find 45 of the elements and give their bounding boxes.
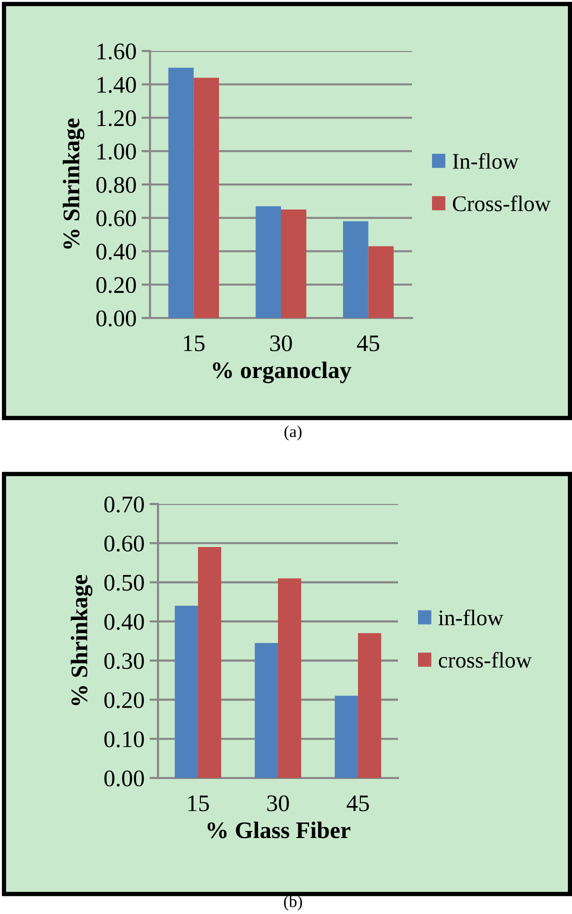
- y-tick-label: 0.40: [104, 614, 144, 630]
- y-axis-title: % Shrinkage: [62, 118, 84, 249]
- x-axis-title: % Glass Fiber: [208, 822, 350, 838]
- bar: [168, 68, 194, 318]
- y-tick-label: 0.30: [104, 653, 144, 670]
- y-tick-label: 1.00: [98, 144, 136, 160]
- bar: [194, 78, 219, 318]
- bar: [198, 547, 222, 778]
- bar: [368, 246, 394, 318]
- x-tick-label: 30: [270, 335, 292, 352]
- y-tick-label: 0.80: [96, 176, 136, 194]
- legend-label: In-flow: [452, 153, 519, 169]
- bar: [281, 210, 306, 318]
- y-axis-title: % Shrinkage: [70, 575, 92, 706]
- legend-label: cross-flow: [438, 652, 532, 668]
- legend-label: in-flow: [438, 610, 504, 626]
- y-tick-label: 0.60: [96, 210, 136, 226]
- y-tick-label: 0.50: [104, 574, 144, 591]
- y-tick-label: 1.20: [98, 110, 136, 126]
- text: (a): [284, 425, 302, 441]
- text: (b): [284, 895, 302, 911]
- bar: [334, 696, 358, 778]
- bar: [358, 633, 382, 778]
- bar: [174, 606, 198, 778]
- y-tick-label: 0.60: [104, 536, 144, 552]
- y-tick-label: 0.00: [104, 770, 144, 787]
- y-tick-label: 0.40: [96, 244, 136, 260]
- bar: [254, 642, 278, 778]
- y-tick-label: 0.70: [104, 496, 144, 513]
- legend-label: Cross-flow: [452, 195, 551, 212]
- x-tick-label: 15: [188, 795, 209, 812]
- y-tick-label: 0.20: [96, 277, 136, 294]
- x-tick-label: 45: [346, 796, 369, 812]
- y-tick-label: 0.00: [96, 310, 136, 327]
- y-tick-label: 1.40: [98, 76, 136, 93]
- x-tick-label: 45: [356, 336, 380, 352]
- x-tick-label: 15: [184, 335, 205, 352]
- x-axis-title: % organoclay: [212, 362, 352, 384]
- x-tick-label: 30: [267, 795, 289, 812]
- y-tick-label: 1.60: [98, 43, 136, 60]
- bar: [343, 221, 368, 318]
- bar: [256, 206, 281, 318]
- y-tick-label: 0.10: [104, 731, 144, 748]
- y-tick-label: 0.20: [104, 692, 144, 708]
- bar: [278, 578, 302, 778]
